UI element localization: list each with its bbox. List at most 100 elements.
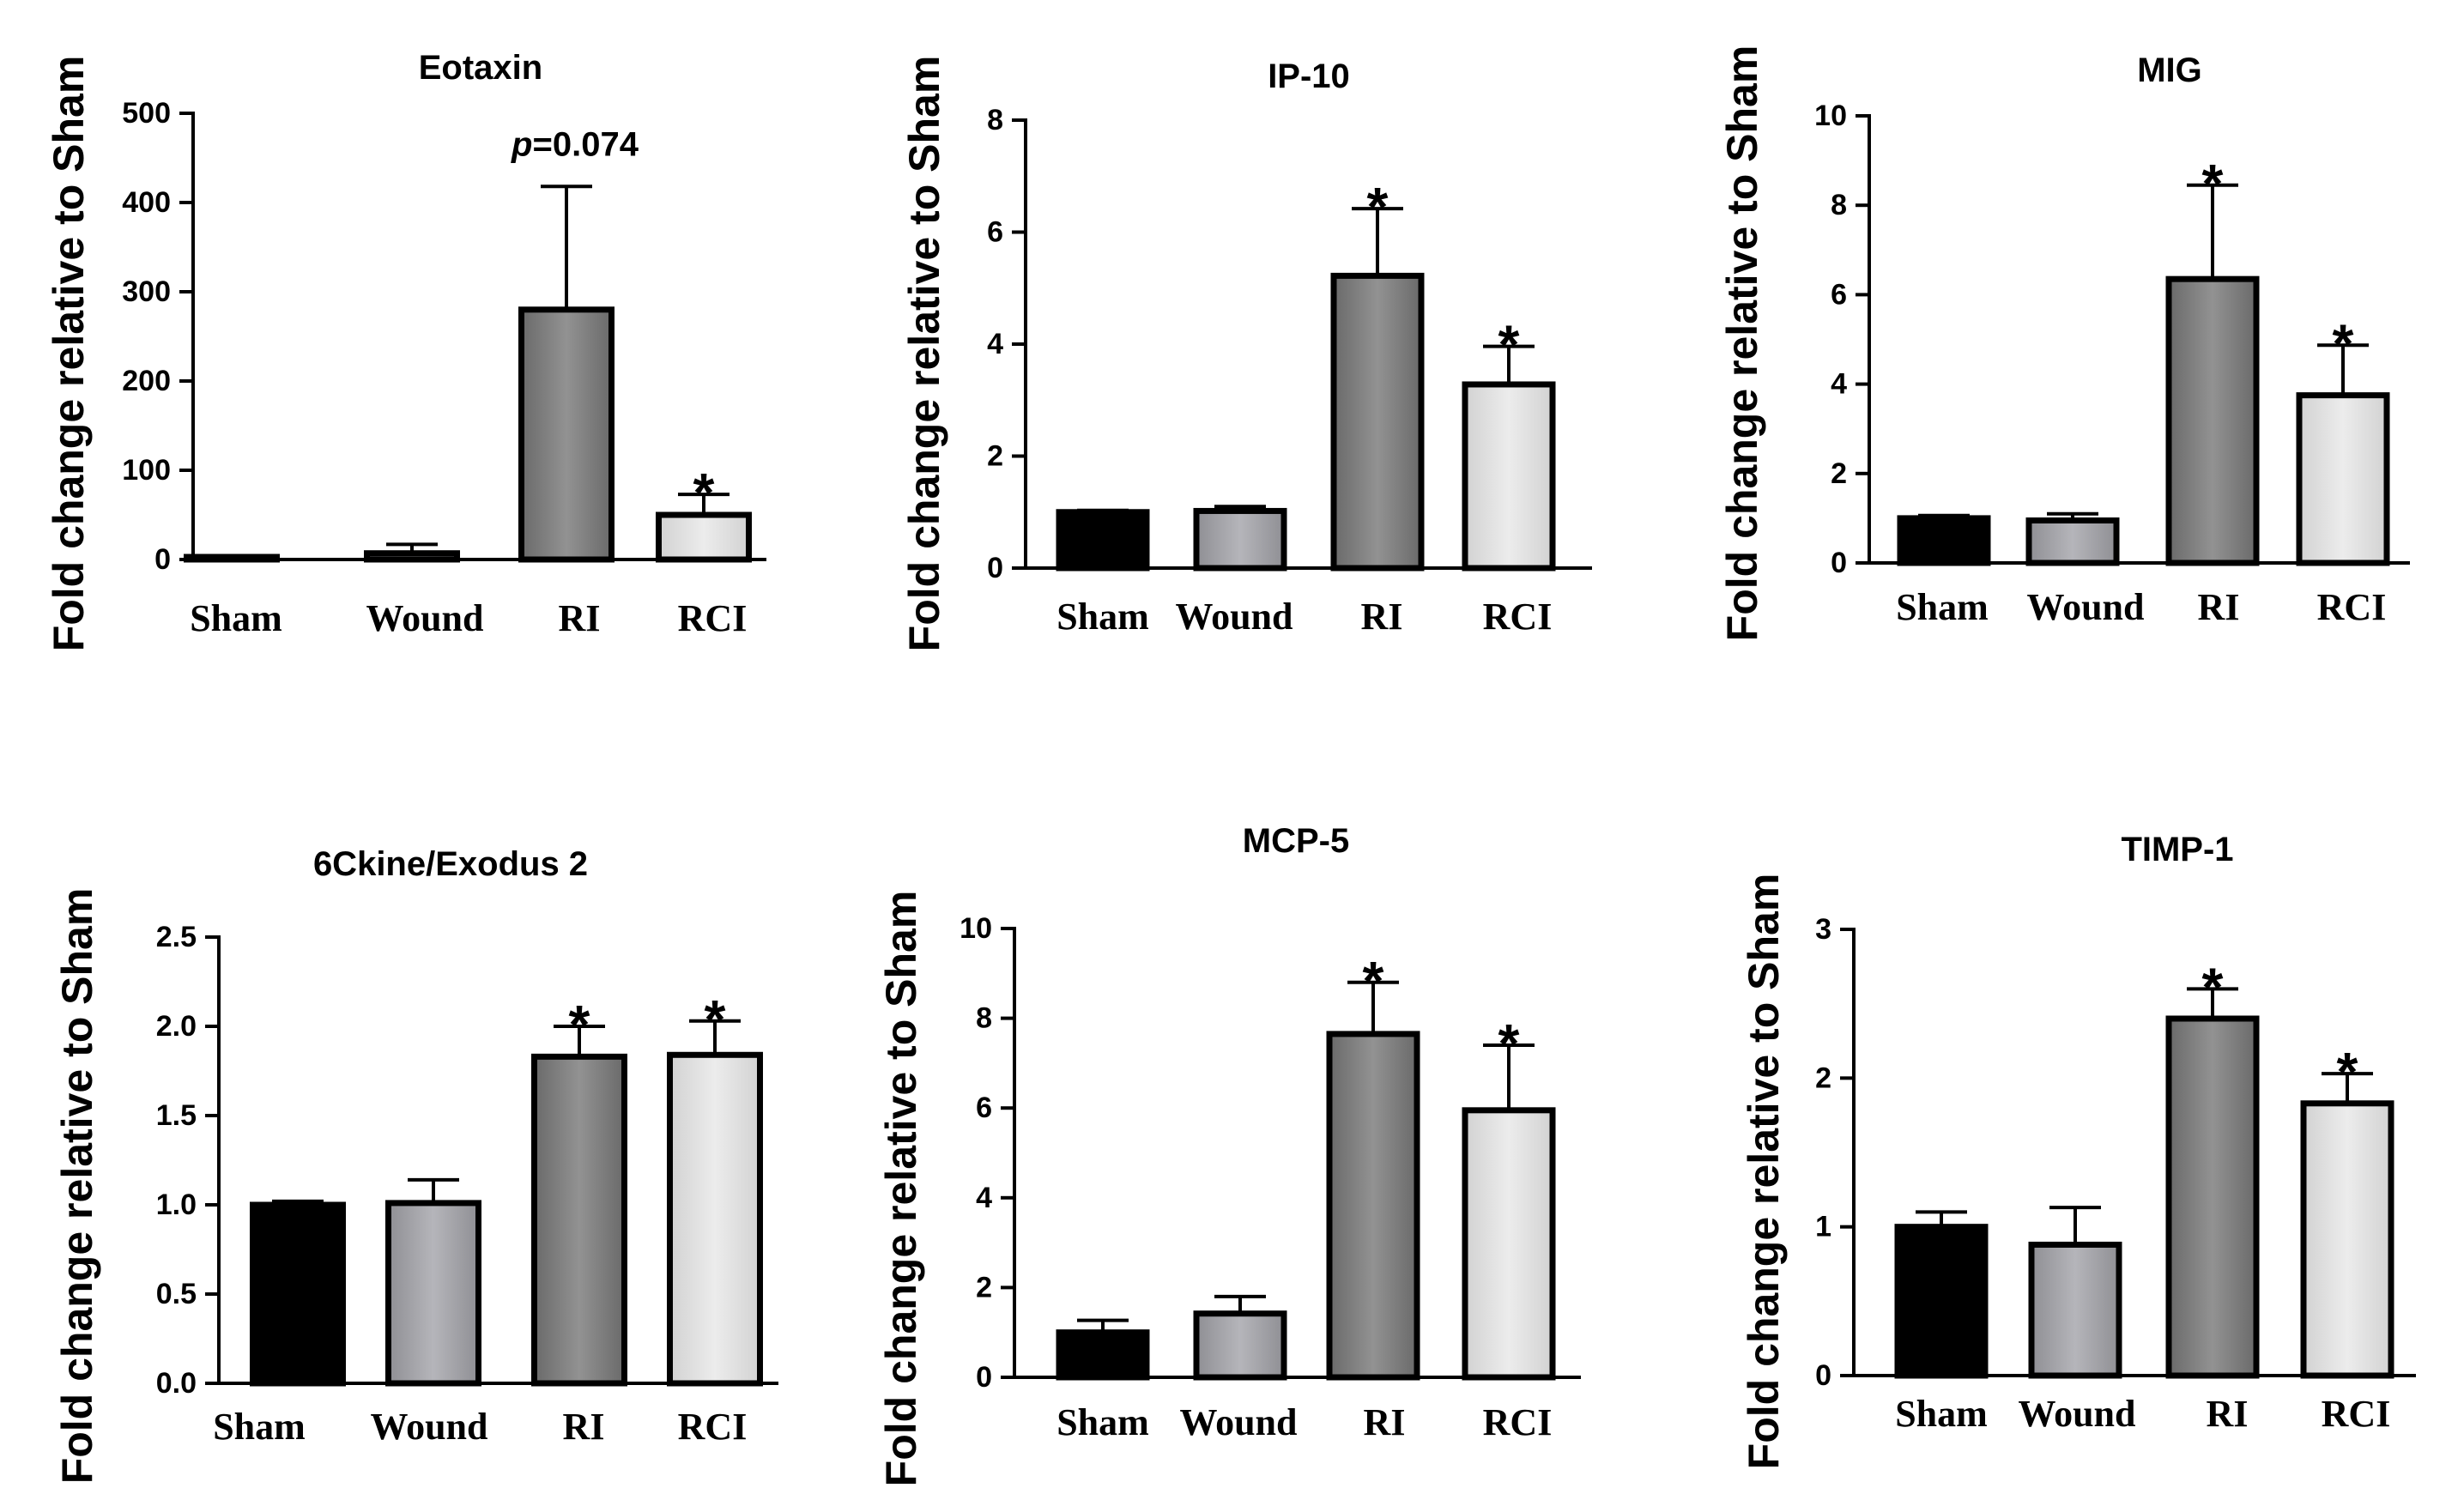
bar-rci	[2296, 392, 2390, 566]
bar-rci	[1462, 1107, 1556, 1381]
y-tick-label: 2.5	[156, 921, 197, 953]
y-axis-label: Fold change relative to Sham	[1740, 874, 1788, 1470]
y-tick-label: 500	[122, 97, 171, 130]
x-category-label: RCI	[1483, 596, 1553, 638]
significance-marker: *	[2337, 1041, 2358, 1103]
significance-marker: *	[2202, 956, 2224, 1018]
bar-rci	[2300, 1100, 2394, 1379]
y-tick-label: 6	[976, 1092, 992, 1124]
y-tick-label: 10	[960, 912, 992, 945]
x-category-label: RCI	[2322, 1393, 2391, 1435]
bar-wound	[1193, 1310, 1287, 1381]
x-category-label: RCI	[2317, 586, 2387, 628]
x-category-label: Wound	[366, 597, 484, 639]
y-tick-label: 2.0	[156, 1010, 197, 1043]
y-tick-label: 400	[122, 186, 171, 219]
bar-ri	[2165, 1015, 2260, 1379]
bar-sham	[1056, 509, 1150, 572]
y-tick-label: 1.0	[156, 1189, 197, 1221]
x-category-label: RCI	[678, 597, 748, 639]
x-category-label: Sham	[213, 1406, 306, 1448]
bar-rci	[656, 511, 752, 563]
y-tick-label: 3	[1815, 913, 1831, 946]
bar-sham	[1894, 1224, 1989, 1379]
y-tick-label: 0	[1831, 547, 1847, 579]
y-axis-label: Fold change relative to Sham	[877, 891, 925, 1487]
bar-sham	[250, 1201, 346, 1387]
y-tick-label: 100	[122, 454, 171, 487]
x-category-label: Wound	[2027, 586, 2145, 628]
x-category-label: Sham	[1056, 596, 1149, 638]
x-category-label: Sham	[1056, 1401, 1149, 1443]
chart-panel-eotaxin: Eotaxin Fold change relative to Sham 0 10…	[45, 49, 766, 651]
bar-rci	[1462, 381, 1556, 572]
y-tick-label: 8	[976, 1002, 992, 1035]
chart-title: MIG	[2137, 51, 2202, 89]
y-axis-label: Fold change relative to Sham	[900, 56, 948, 652]
x-category-label: RI	[2198, 586, 2240, 628]
x-category-label: RI	[559, 597, 601, 639]
x-category-label: RCI	[1483, 1401, 1553, 1443]
significance-marker: *	[693, 462, 715, 523]
chart-title: Eotaxin	[419, 49, 542, 87]
x-category-label: Sham	[190, 597, 282, 639]
bar-ri	[2165, 275, 2260, 566]
significance-marker: *	[1367, 176, 1389, 238]
y-tick-label: 200	[122, 365, 171, 397]
bar-wound	[2025, 517, 2120, 566]
y-axis-label: Fold change relative to Sham	[45, 56, 93, 652]
bar-sham	[1056, 1329, 1150, 1381]
bar-sham	[184, 553, 280, 563]
bar-ri	[531, 1053, 627, 1387]
x-category-label: Wound	[1180, 1401, 1298, 1443]
bar-wound	[2028, 1241, 2122, 1379]
chart-panel-ip10: IP-10 Fold change relative to Sham 0 2 4 6 8…	[900, 56, 1592, 652]
bar-rci	[667, 1051, 763, 1387]
x-category-label: Wound	[2019, 1393, 2136, 1435]
x-category-label: Wound	[1176, 596, 1293, 638]
x-category-label: RI	[2207, 1393, 2249, 1435]
y-tick-label: 8	[987, 104, 1003, 136]
bar-ri	[518, 306, 614, 563]
y-tick-label: 4	[1831, 368, 1847, 401]
chart-panel-6ckine-exodus2: 6Ckine/Exodus 2 Fold change relative to …	[53, 845, 778, 1484]
y-tick-label: 0	[1815, 1359, 1831, 1392]
y-tick-label: 6	[1831, 278, 1847, 311]
x-category-label: Wound	[371, 1406, 488, 1448]
x-category-label: Sham	[1895, 1393, 1988, 1435]
y-tick-label: 6	[987, 216, 1003, 249]
chart-panel-timp1: TIMP-1 Fold change relative to Sham 0 1 2 3…	[1740, 831, 2416, 1469]
y-tick-label: 2	[987, 440, 1003, 473]
bar-wound	[364, 550, 460, 563]
y-tick-label: 0	[987, 552, 1003, 584]
significance-marker: *	[1498, 1013, 1520, 1074]
y-tick-label: 1.5	[156, 1099, 197, 1132]
bar-ri	[1330, 272, 1425, 572]
x-category-label: RCI	[678, 1406, 748, 1448]
significance-marker: *	[2333, 312, 2354, 374]
x-category-label: RI	[1361, 596, 1403, 638]
chart-panel-mig: MIG Fold change relative to Sham 0 2 4 6 8 10…	[1718, 45, 2410, 641]
significance-marker: *	[705, 989, 726, 1050]
bar-wound	[1193, 507, 1287, 572]
chart-title: TIMP-1	[2121, 831, 2233, 868]
y-tick-label: 10	[1814, 100, 1847, 132]
significance-marker: *	[1498, 314, 1520, 376]
y-tick-label: 300	[122, 275, 171, 308]
y-tick-label: 2	[1815, 1062, 1831, 1094]
y-tick-label: 4	[987, 328, 1003, 360]
y-tick-label: 0	[154, 543, 171, 576]
x-category-label: Sham	[1896, 586, 1989, 628]
chart-panel-mcp5: MCP-5 Fold change relative to Sham 0 2 4 6 8…	[877, 822, 1581, 1486]
y-tick-label: 0	[976, 1361, 992, 1394]
y-tick-label: 1	[1815, 1211, 1831, 1243]
y-tick-label: 2	[1831, 457, 1847, 490]
p-value-annotation: p=0.074	[511, 125, 639, 163]
bar-sham	[1897, 515, 1991, 566]
y-tick-label: 8	[1831, 189, 1847, 221]
significance-marker: *	[1363, 950, 1384, 1012]
bar-wound	[385, 1200, 481, 1387]
significance-marker: *	[569, 994, 590, 1056]
y-tick-label: 4	[976, 1182, 992, 1214]
